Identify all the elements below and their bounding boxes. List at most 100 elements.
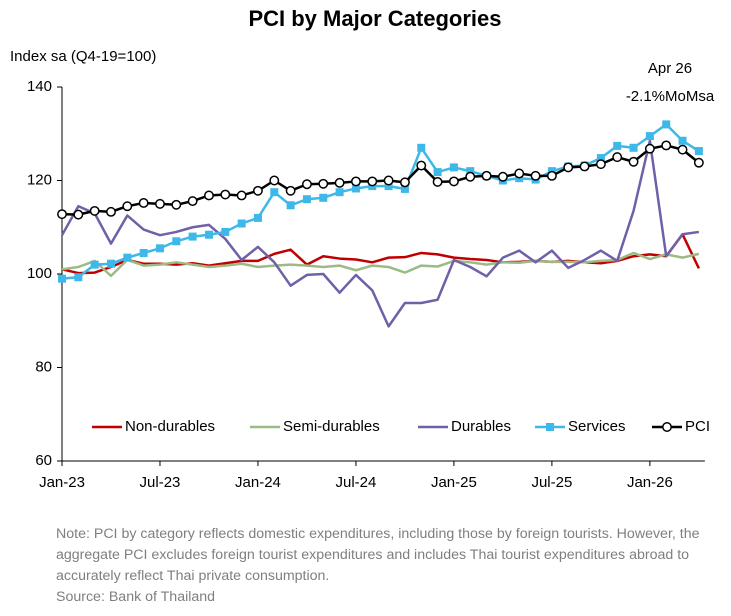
legend-label: Non-durables <box>125 418 215 435</box>
marker <box>106 206 116 217</box>
y-axis-label: Index sa (Q4-19=100) <box>10 48 156 65</box>
marker <box>530 170 541 181</box>
marker <box>155 244 164 253</box>
marker <box>662 120 671 129</box>
y-tick-label: 100 <box>27 265 52 282</box>
marker <box>73 209 84 220</box>
marker <box>448 176 459 187</box>
marker <box>613 141 622 150</box>
x-tick-label: Jan-23 <box>39 474 85 491</box>
note: Note: PCI by category reflects domestic … <box>56 526 700 584</box>
marker <box>302 179 312 190</box>
series-line <box>60 139 700 328</box>
marker <box>172 237 181 246</box>
marker <box>579 161 590 172</box>
series-line <box>61 123 700 280</box>
x-tick-label: Jan-25 <box>431 474 477 491</box>
marker <box>497 171 508 182</box>
x-tick-label: Jul-23 <box>140 474 181 491</box>
marker <box>270 188 279 197</box>
marker <box>122 201 133 212</box>
y-tick-label: 80 <box>35 358 52 375</box>
marker <box>662 422 672 432</box>
marker <box>302 195 311 204</box>
marker <box>285 185 296 196</box>
x-tick-label: Jul-25 <box>531 474 572 491</box>
marker <box>220 189 231 200</box>
y-tick-label: 140 <box>27 78 52 95</box>
legend-label: Durables <box>451 418 511 435</box>
marker <box>123 253 132 262</box>
marker <box>221 227 230 236</box>
marker <box>661 140 672 151</box>
x-tick-label: Jul-24 <box>336 474 377 491</box>
marker <box>171 199 182 210</box>
marker <box>432 176 443 187</box>
marker <box>595 159 606 170</box>
marker <box>546 423 554 431</box>
series-line <box>61 144 700 216</box>
marker <box>449 163 458 172</box>
marker <box>57 209 67 220</box>
marker <box>383 175 394 186</box>
marker <box>677 144 688 155</box>
marker <box>58 274 66 283</box>
annotation: -2.1%MoMsa <box>626 88 715 105</box>
marker <box>139 248 148 257</box>
marker <box>187 196 198 207</box>
marker <box>546 170 557 181</box>
chart: PCI by Major Categories Index sa (Q4-19=… <box>10 6 715 491</box>
marker <box>334 177 345 188</box>
marker <box>400 184 409 193</box>
marker <box>514 168 525 179</box>
marker <box>106 259 115 268</box>
legend-label: PCI <box>685 418 710 435</box>
marker <box>204 230 213 239</box>
marker <box>466 167 475 176</box>
marker <box>253 185 263 196</box>
marker <box>416 160 427 171</box>
chart-title: PCI by Major Categories <box>248 6 501 31</box>
annotation: Apr 26 <box>648 60 692 77</box>
marker <box>481 170 492 181</box>
marker <box>693 157 704 168</box>
x-tick-label: Jan-24 <box>235 474 281 491</box>
marker <box>384 182 393 191</box>
marker <box>465 171 476 182</box>
marker <box>367 176 378 187</box>
marker <box>335 188 344 197</box>
source: Source: Bank of Thailand <box>56 589 216 605</box>
marker <box>644 143 655 154</box>
marker <box>319 193 328 202</box>
marker <box>188 232 197 241</box>
marker <box>417 143 426 152</box>
y-tick-label: 120 <box>27 171 52 188</box>
marker <box>645 132 654 141</box>
marker <box>74 273 83 282</box>
marker <box>628 156 639 167</box>
marker <box>269 175 280 186</box>
marker <box>318 178 329 189</box>
marker <box>399 177 410 188</box>
series-line <box>61 251 700 278</box>
marker <box>678 136 687 145</box>
marker <box>236 190 247 201</box>
marker <box>350 176 361 187</box>
marker <box>351 184 360 193</box>
legend-label: Services <box>568 418 626 435</box>
marker <box>253 213 262 222</box>
marker <box>286 201 295 210</box>
legend-label: Semi-durables <box>283 418 380 435</box>
marker <box>155 198 165 209</box>
marker <box>694 147 703 156</box>
marker <box>433 168 442 177</box>
marker <box>237 219 246 228</box>
marker <box>629 143 638 152</box>
marker <box>612 152 623 163</box>
marker <box>596 154 605 163</box>
marker <box>563 162 574 173</box>
marker <box>89 205 100 216</box>
x-tick-label: Jan-26 <box>627 474 673 491</box>
y-tick-label: 60 <box>35 452 52 469</box>
